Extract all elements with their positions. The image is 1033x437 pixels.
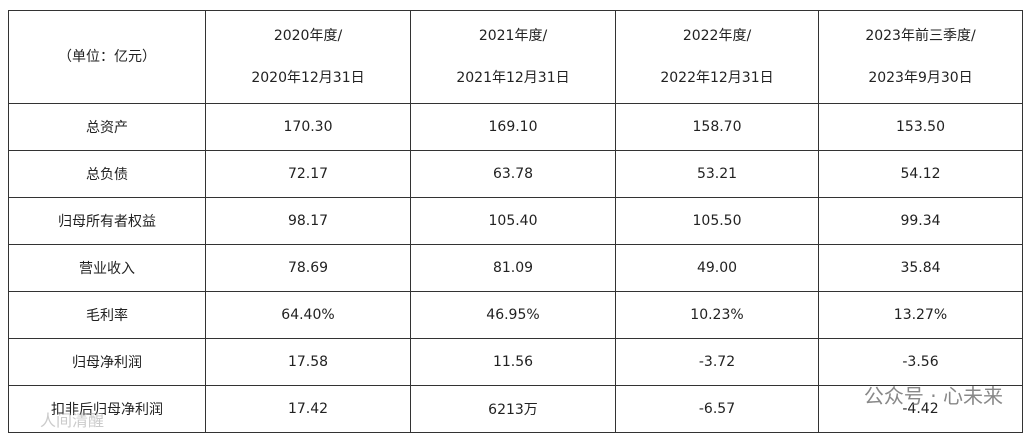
value-cell: 13.27% — [818, 291, 1023, 339]
header-line: 2023年前三季度/ — [865, 28, 976, 44]
header-line: 2023年9月30日 — [868, 70, 973, 86]
data-row: 归母所有者权益 98.17 105.40 105.50 99.34 — [8, 197, 1023, 245]
header-cell: 2020年度/2020年12月31日 — [205, 10, 411, 104]
watermark: 人间清醒 — [40, 411, 105, 430]
row-label: 扣非后归母净利润 — [8, 385, 206, 433]
value-cell: 63.78 — [410, 150, 616, 198]
row-label: 归母所有者权益 — [8, 197, 206, 245]
header-line: 2022年度/ — [682, 28, 752, 44]
value-cell: 153.50 — [818, 103, 1023, 151]
value-cell: 64.40% — [205, 291, 411, 339]
table-body: （单位：亿元） 2020年度/2020年12月31日 2021年度/2021年12月… — [8, 10, 1023, 433]
header-cell: 2023年前三季度/2023年9月30日 — [818, 10, 1023, 104]
row-label: 总资产 — [8, 103, 206, 151]
value-cell: -3.72 — [615, 338, 819, 386]
watermark: 公众号 · 心未来 — [863, 384, 1003, 408]
value-cell: 98.17 — [205, 197, 411, 245]
header-cell: 2022年度/2022年12月31日 — [615, 10, 819, 104]
value-cell: 17.58 — [205, 338, 411, 386]
value-cell: 78.69 — [205, 244, 411, 292]
value-cell: -4.42 — [818, 385, 1023, 433]
header-line: 2021年度/ — [478, 28, 548, 44]
value-cell: 99.34 — [818, 197, 1023, 245]
financial-table: （单位：亿元） 2020年度/2020年12月31日 2021年度/2021年12月… — [8, 10, 1023, 433]
header-line: 2020年度/ — [273, 28, 343, 44]
row-label: 毛利率 — [8, 291, 206, 339]
header-line: 2022年12月31日 — [660, 70, 774, 86]
header-line: 2021年12月31日 — [456, 70, 570, 86]
value-cell: 54.12 — [818, 150, 1023, 198]
header-cell: 2021年度/2021年12月31日 — [410, 10, 616, 104]
row-label: 营业收入 — [8, 244, 206, 292]
value-cell: 35.84 — [818, 244, 1023, 292]
data-row: 营业收入 78.69 81.09 49.00 35.84 — [8, 244, 1023, 292]
value-cell: -3.56 — [818, 338, 1023, 386]
data-row: 扣非后归母净利润 17.42 6213万 -6.57 -4.42 — [8, 385, 1023, 433]
value-cell: 53.21 — [615, 150, 819, 198]
header-line: 2020年12月31日 — [251, 70, 365, 86]
unit-cell: （单位：亿元） — [8, 10, 206, 104]
row-label: 总负债 — [8, 150, 206, 198]
value-cell: 17.42 — [205, 385, 411, 433]
value-cell: 105.40 — [410, 197, 616, 245]
data-row: 总资产 170.30 169.10 158.70 153.50 — [8, 103, 1023, 151]
value-cell: 158.70 — [615, 103, 819, 151]
value-cell: 81.09 — [410, 244, 616, 292]
data-row: 毛利率 64.40% 46.95% 10.23% 13.27% — [8, 291, 1023, 339]
value-cell: 105.50 — [615, 197, 819, 245]
value-cell: 11.56 — [410, 338, 616, 386]
value-cell: 72.17 — [205, 150, 411, 198]
row-label: 归母净利润 — [8, 338, 206, 386]
header-row: （单位：亿元） 2020年度/2020年12月31日 2021年度/2021年12月… — [8, 10, 1023, 104]
value-cell: 46.95% — [410, 291, 616, 339]
value-cell: -6.57 — [615, 385, 819, 433]
value-cell: 169.10 — [410, 103, 616, 151]
value-cell: 10.23% — [615, 291, 819, 339]
value-cell: 170.30 — [205, 103, 411, 151]
value-cell: 49.00 — [615, 244, 819, 292]
data-row: 归母净利润 17.58 11.56 -3.72 -3.56 — [8, 338, 1023, 386]
data-row: 总负债 72.17 63.78 53.21 54.12 — [8, 150, 1023, 198]
value-cell: 6213万 — [410, 385, 616, 433]
